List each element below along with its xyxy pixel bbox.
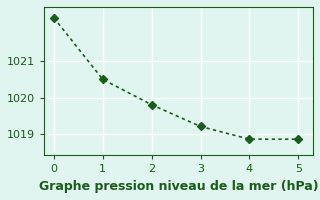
X-axis label: Graphe pression niveau de la mer (hPa): Graphe pression niveau de la mer (hPa): [39, 180, 318, 193]
